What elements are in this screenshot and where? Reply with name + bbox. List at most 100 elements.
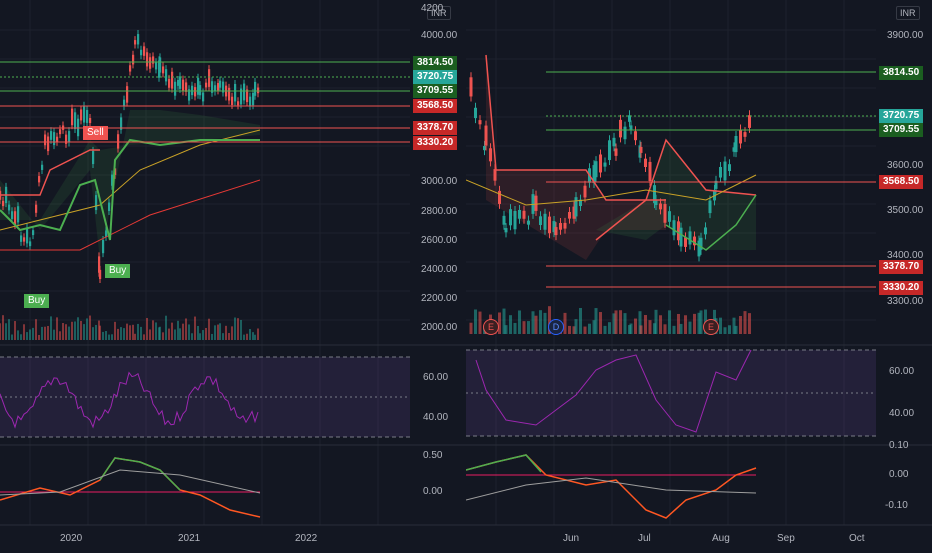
price-label: 2400.00 (421, 264, 458, 275)
candle-body (47, 136, 50, 152)
candle-body (612, 137, 616, 147)
currency-badge: INR (896, 6, 920, 20)
price-label: 3000.00 (421, 176, 458, 187)
right-chart-pane[interactable]: INR 3900.00 3600.00 3500.00 3400.00 3300… (465, 0, 932, 550)
currency-badge: INR (427, 6, 451, 20)
volume-bar (53, 329, 55, 340)
volume-bar (623, 313, 627, 334)
sell-signal: Sell (83, 126, 108, 140)
volume-bar (179, 328, 181, 340)
macd-line (465, 454, 542, 473)
volume-bar (614, 310, 618, 334)
time-label: Oct (849, 533, 865, 544)
supertrend-line (0, 149, 100, 196)
volume-bar (117, 328, 119, 340)
candle-body (80, 109, 83, 121)
volume-bar (684, 315, 687, 334)
volume-bar (2, 315, 4, 340)
candle-body (240, 88, 243, 105)
candle-body (155, 62, 158, 70)
earnings-marker-icon[interactable]: E (703, 319, 719, 335)
volume-bar (185, 318, 187, 340)
volume-bar (20, 334, 22, 340)
candle-body (714, 180, 718, 189)
volume-bar (194, 316, 196, 340)
volume-bar (734, 325, 738, 334)
volume-bar (699, 310, 703, 334)
volume-bar (723, 327, 727, 334)
volume-bar (137, 323, 139, 340)
left-chart-canvas[interactable] (0, 0, 466, 550)
candle-body (159, 57, 162, 73)
volume-bar (594, 308, 598, 334)
candle-body (123, 99, 126, 107)
left-chart-pane[interactable]: INR 4000.00 4200 3000.00 2800.00 2600.00… (0, 0, 466, 550)
candle-body (568, 212, 571, 219)
candle-body (50, 131, 53, 140)
candle-body (493, 169, 497, 181)
volume-bar (592, 320, 596, 334)
volume-bar (739, 316, 742, 334)
volume-bar (732, 317, 736, 334)
candle-body (11, 211, 14, 219)
volume-bar (199, 333, 201, 340)
volume-bar (155, 322, 157, 340)
candle-body (222, 81, 225, 93)
candle-body (231, 96, 234, 105)
volume-bar (222, 333, 224, 340)
macd-label: 0.50 (423, 450, 443, 461)
price-label: 3600.00 (887, 160, 924, 171)
supertrend-line (485, 54, 666, 201)
volume-bar (111, 334, 113, 340)
volume-bar (108, 334, 110, 340)
candle-body (99, 269, 102, 280)
candle-body (95, 195, 98, 211)
candle-body (559, 223, 562, 230)
volume-bar (219, 323, 221, 340)
candle-body (89, 118, 92, 124)
volume-bar (603, 325, 607, 334)
candle-body (708, 200, 712, 214)
volume-bar (89, 315, 91, 340)
candle-body (653, 185, 656, 204)
candle-body (478, 120, 482, 125)
supertrend-line (665, 194, 757, 251)
candle-body (534, 195, 538, 211)
volume-bar (26, 332, 28, 340)
volume-bar (23, 324, 25, 340)
right-chart-canvas[interactable] (465, 0, 932, 550)
candle-body (86, 110, 89, 123)
volume-bar (165, 315, 167, 340)
volume-bar (502, 308, 506, 334)
candle-body (59, 129, 62, 135)
candle-body (628, 115, 631, 122)
candle-body (171, 71, 174, 89)
candle-body (2, 200, 5, 207)
earnings-marker-icon[interactable]: E (483, 319, 499, 335)
candle-body (243, 83, 246, 101)
supertrend-line (0, 138, 260, 241)
candle-body (188, 89, 191, 101)
dividend-marker-icon[interactable]: D (548, 319, 564, 335)
candle-body (92, 150, 95, 165)
volume-bar (240, 319, 242, 340)
volume-bar (86, 318, 88, 340)
candle-body (723, 161, 727, 181)
candle-body (208, 69, 211, 87)
volume-bar (177, 320, 179, 340)
price-tag: 3378.70 (413, 121, 458, 135)
candle-body (684, 237, 687, 247)
candle-body (592, 165, 596, 184)
candle-body (17, 206, 20, 223)
candle-body (552, 221, 556, 233)
volume-bar (644, 314, 647, 334)
volume-bar (531, 311, 535, 334)
candle-body (191, 85, 194, 96)
candle-body (117, 134, 120, 149)
volume-bar (619, 310, 622, 334)
macd-label: -0.10 (885, 500, 908, 511)
volume-bar (126, 323, 128, 340)
candle-body (483, 146, 486, 151)
volume-bar (579, 307, 582, 334)
candle-body (177, 80, 180, 86)
